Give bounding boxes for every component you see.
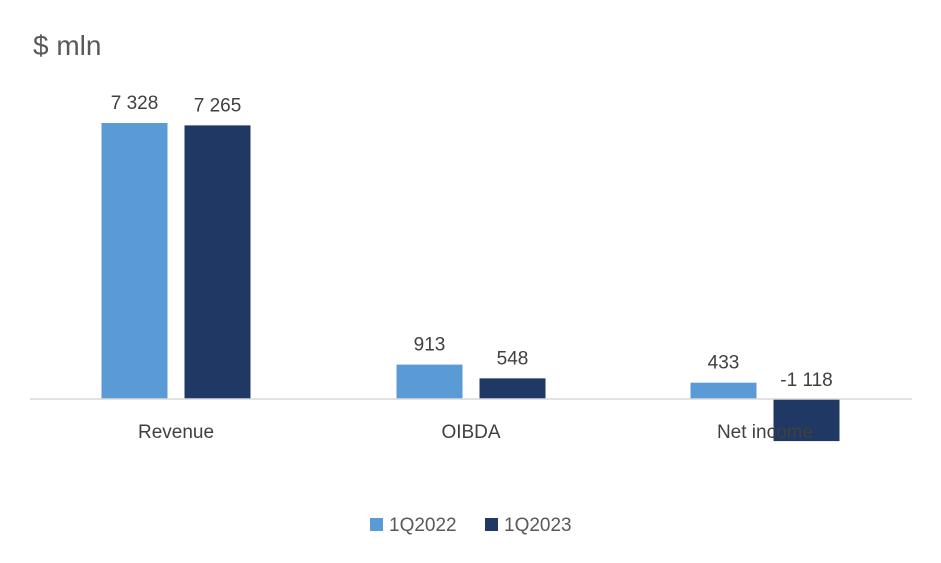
bar-revenue-1q2023 bbox=[184, 125, 251, 400]
bars-group bbox=[101, 123, 840, 442]
bar-oibda-1q2022 bbox=[396, 364, 463, 399]
category-labels-group: Revenue OIBDA Net income bbox=[138, 422, 813, 443]
bar-revenue-1q2022 bbox=[101, 123, 168, 399]
data-label-revenue-1q2023: 7 265 bbox=[194, 95, 242, 116]
legend-swatch-1q2023 bbox=[485, 518, 498, 531]
data-labels-group: 7 328 7 265 913 548 433 -1 118 bbox=[111, 93, 833, 391]
legend-label-1q2023: 1Q2023 bbox=[504, 515, 572, 536]
bar-net-income-1q2023 bbox=[773, 399, 840, 442]
data-label-net-income-1q2023: -1 118 bbox=[780, 370, 832, 391]
chart-unit-title: $ mln bbox=[33, 30, 101, 61]
data-label-revenue-1q2022: 7 328 bbox=[111, 93, 159, 114]
legend-label-1q2022: 1Q2022 bbox=[389, 515, 457, 536]
data-label-oibda-1q2023: 548 bbox=[497, 348, 529, 369]
category-label-oibda: OIBDA bbox=[441, 422, 500, 443]
category-label-net-income: Net income bbox=[717, 422, 813, 443]
category-label-revenue: Revenue bbox=[138, 422, 214, 443]
bar-net-income-1q2022 bbox=[690, 382, 757, 399]
bar-oibda-1q2023 bbox=[479, 378, 546, 399]
legend-swatch-1q2022 bbox=[370, 518, 383, 531]
data-label-net-income-1q2022: 433 bbox=[708, 353, 740, 374]
data-label-oibda-1q2022: 913 bbox=[414, 335, 446, 356]
legend: 1Q2022 1Q2023 bbox=[370, 515, 572, 536]
